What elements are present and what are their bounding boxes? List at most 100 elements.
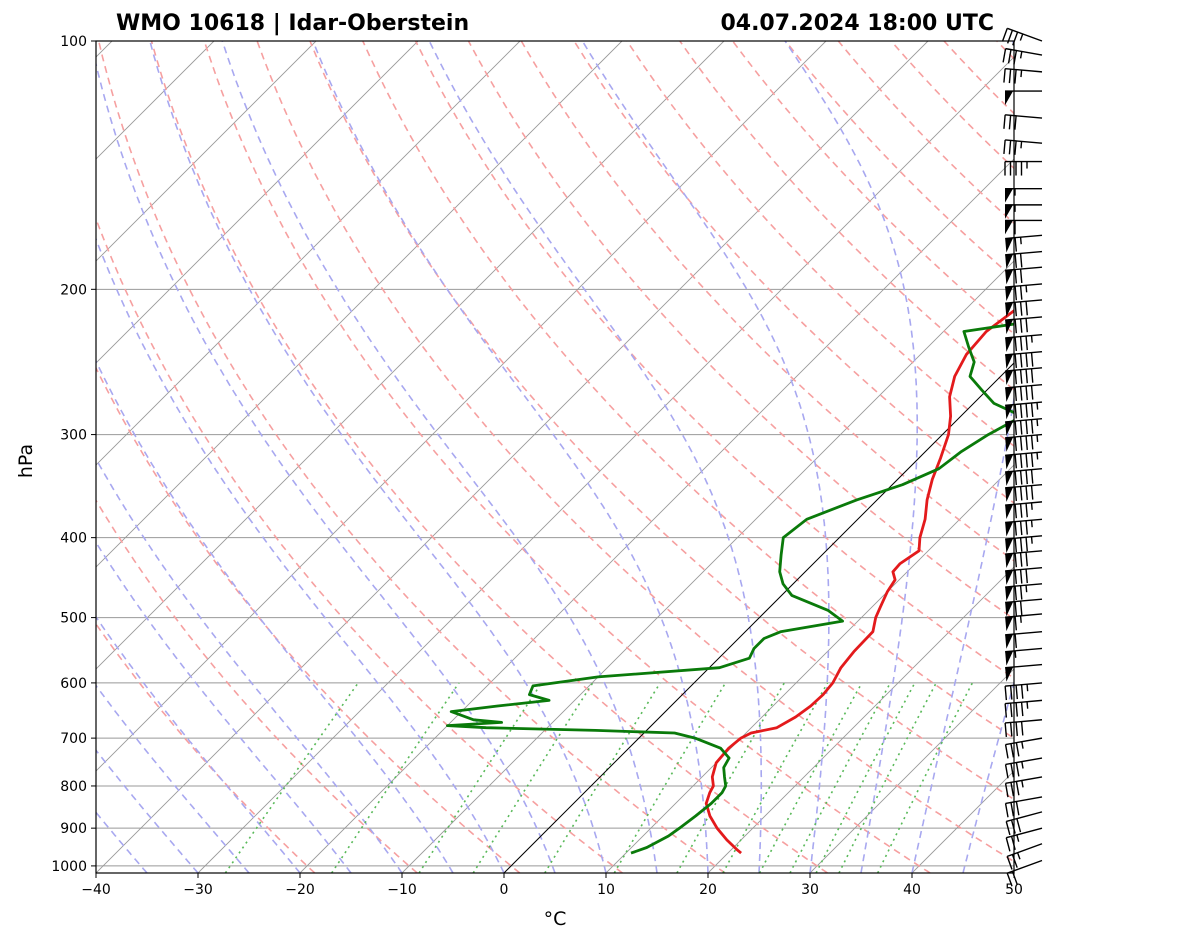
wind-barb bbox=[1003, 139, 1043, 155]
wind-barb-flag bbox=[1014, 69, 1017, 84]
wind-barb bbox=[1005, 90, 1042, 106]
wind-barb-flag bbox=[1010, 782, 1015, 797]
dry-adiabat-lines bbox=[96, 41, 1014, 873]
wind-barb-shaft bbox=[1005, 383, 1043, 389]
wind-barb-flag bbox=[1025, 435, 1028, 450]
wind-barb bbox=[1005, 350, 1043, 369]
wind-barb-flag bbox=[1030, 385, 1034, 400]
wind-barb-pennant bbox=[1005, 521, 1014, 537]
wind-barb bbox=[1005, 299, 1043, 318]
wind-barb-pennant bbox=[1005, 188, 1013, 203]
wind-barb-shaft bbox=[1005, 299, 1043, 304]
wind-barb-shaft bbox=[1005, 316, 1043, 321]
wind-barb-flag bbox=[1019, 537, 1023, 552]
wind-barb-flag bbox=[1004, 744, 1009, 759]
wind-barb bbox=[1005, 367, 1043, 385]
wind-barb-flag bbox=[1014, 237, 1018, 252]
wind-barb-half-flag bbox=[1030, 536, 1033, 544]
wind-barb-flag bbox=[1019, 253, 1023, 268]
wind-barb-flag bbox=[1014, 538, 1018, 553]
wind-barb-flag bbox=[1014, 336, 1018, 352]
y-tick-label: 100 bbox=[60, 34, 87, 50]
x-tick-label: −30 bbox=[183, 882, 213, 898]
wind-barb-flag bbox=[1003, 139, 1006, 154]
plot-area bbox=[96, 41, 1014, 873]
wind-barb-flag bbox=[1015, 762, 1020, 777]
dry-adiabat bbox=[96, 216, 623, 873]
x-tick-label: −10 bbox=[387, 882, 417, 898]
wind-barb-pennant bbox=[1005, 601, 1014, 617]
wind-barb-shaft bbox=[1005, 114, 1043, 119]
wind-barb-flag bbox=[1019, 285, 1023, 300]
x-tick-label: 30 bbox=[801, 882, 819, 898]
wind-barb-pennant bbox=[1005, 269, 1014, 285]
wind-barb-flag bbox=[1014, 302, 1018, 317]
wind-barb-half-flag bbox=[1016, 834, 1020, 842]
wind-barb-flag bbox=[1006, 29, 1014, 44]
wind-barb-flag bbox=[1019, 369, 1023, 384]
wind-barb-flag bbox=[1014, 633, 1018, 648]
wind-barb-half-flag bbox=[1021, 761, 1024, 769]
wind-barb bbox=[1005, 451, 1043, 470]
wind-barb-shaft bbox=[1005, 518, 1043, 524]
wind-barb-half-flag bbox=[1030, 502, 1033, 510]
wind-barb-flag bbox=[1015, 801, 1020, 816]
y-axis-ticks: 1000 900 800 700 600 500 400 300 200 100 bbox=[51, 34, 96, 875]
wind-barb-flag bbox=[1014, 286, 1018, 301]
moist-adiabat bbox=[96, 748, 199, 873]
x-tick-label: −20 bbox=[285, 882, 315, 898]
wind-barb-half-flag bbox=[1030, 335, 1033, 343]
wind-barb bbox=[1005, 663, 1043, 682]
wind-barb-flag bbox=[1014, 370, 1018, 385]
wind-barb-flag bbox=[1010, 802, 1015, 817]
y-tick-label: 200 bbox=[60, 282, 87, 298]
wind-barb-flag bbox=[1014, 140, 1017, 155]
wind-barb bbox=[1005, 613, 1043, 632]
wind-barb-half-flag bbox=[1030, 520, 1033, 528]
wind-barb-flag bbox=[1014, 601, 1018, 616]
x-tick-label: 20 bbox=[699, 882, 717, 898]
wind-barb-flag bbox=[1009, 722, 1013, 737]
wind-barb-half-flag bbox=[1020, 141, 1023, 149]
wind-barb-half-flag bbox=[1019, 33, 1024, 41]
wind-barb-flag bbox=[1009, 703, 1013, 718]
wind-barb bbox=[1005, 647, 1043, 666]
wind-barb-half-flag bbox=[1021, 741, 1024, 749]
y-tick-label: 300 bbox=[60, 428, 87, 444]
wind-barb-flag bbox=[1019, 336, 1023, 351]
moist-adiabat bbox=[96, 615, 301, 873]
moist-adiabat bbox=[784, 41, 918, 873]
wind-barb-half-flag bbox=[1019, 237, 1022, 245]
wind-barb bbox=[1006, 843, 1043, 870]
wind-barb-half-flag bbox=[1019, 615, 1022, 623]
wind-barb-shaft bbox=[1005, 418, 1043, 423]
wind-barb-shaft bbox=[1005, 699, 1043, 705]
wind-barb-pennant bbox=[1005, 237, 1014, 253]
wind-barb bbox=[1006, 859, 1043, 887]
wind-barb bbox=[1004, 160, 1042, 176]
wind-barb-flag bbox=[1010, 819, 1016, 834]
isotherm-line bbox=[401, 260, 1014, 873]
wind-barb-shaft bbox=[1005, 647, 1043, 653]
wind-barb bbox=[1005, 583, 1043, 601]
wind-barb bbox=[1001, 27, 1043, 46]
wind-barb-flag bbox=[1004, 764, 1009, 779]
wind-barb-shaft bbox=[1005, 401, 1043, 407]
y-tick-label: 500 bbox=[60, 611, 87, 627]
wind-barb-flag bbox=[1007, 49, 1012, 64]
wind-barb-pennant bbox=[1005, 553, 1014, 569]
wind-barb-pennant bbox=[1005, 570, 1014, 585]
isotherm-line bbox=[197, 56, 1014, 873]
wind-barb-flag bbox=[1008, 69, 1012, 84]
wind-barb-shaft bbox=[1005, 598, 1043, 604]
y-tick-label: 600 bbox=[60, 676, 87, 692]
moist-adiabat bbox=[581, 41, 830, 873]
zero-isotherm-line bbox=[503, 362, 1014, 873]
wind-barb bbox=[1005, 518, 1043, 537]
wind-barb-pennant bbox=[1005, 91, 1013, 106]
mixing-ratio-line bbox=[224, 682, 359, 873]
wind-barb-pennant bbox=[1005, 487, 1014, 502]
wind-barb-shaft bbox=[1005, 47, 1043, 56]
wind-barb-shaft bbox=[1006, 811, 1043, 823]
wind-barb bbox=[1005, 433, 1043, 452]
